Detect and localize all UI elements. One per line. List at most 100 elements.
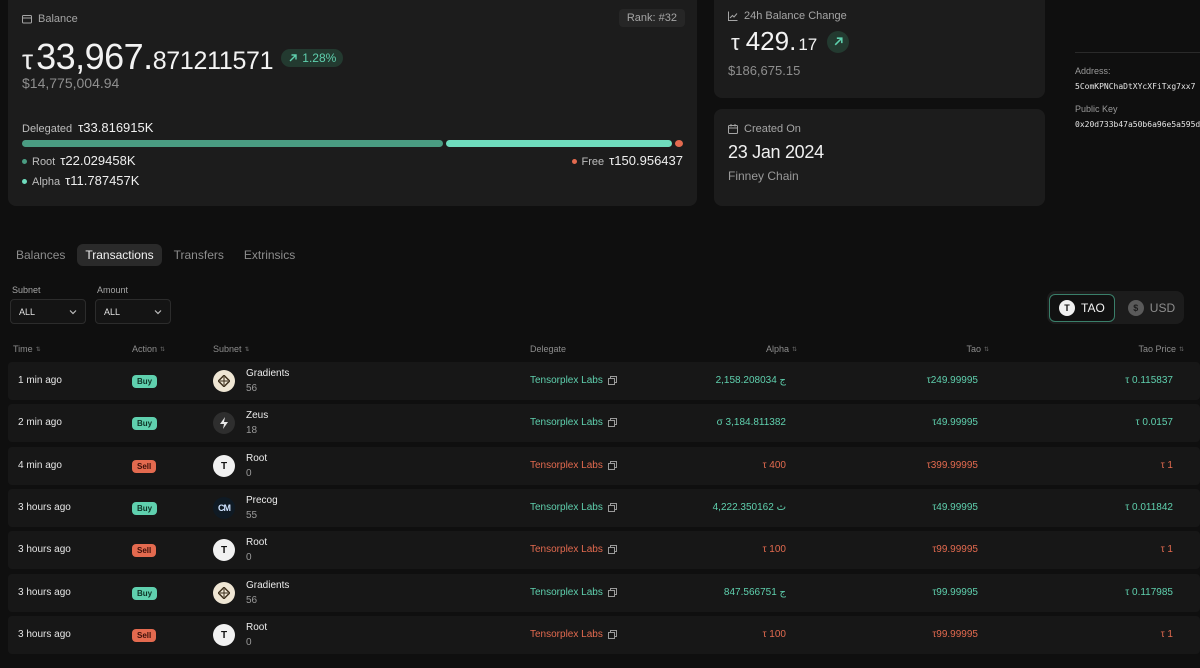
root-icon: T xyxy=(213,624,235,646)
delegate-name: Tensorplex Labs xyxy=(530,460,603,471)
header-subnet-label: Subnet xyxy=(213,344,242,354)
tao-amount: τ99.99995 xyxy=(932,587,978,598)
delegate-link[interactable]: Tensorplex Labs xyxy=(530,375,617,386)
delegate-link[interactable]: Tensorplex Labs xyxy=(530,460,617,471)
pubkey-value[interactable]: 0x20d733b47a50b6a96e5a595d xyxy=(1075,120,1200,129)
change-usd: $186,675.15 xyxy=(728,63,801,78)
time-cell: 3 hours ago xyxy=(18,502,71,513)
address-divider xyxy=(1075,52,1200,53)
header-subnet[interactable]: Subnet ⇅ xyxy=(213,344,250,354)
table-row[interactable]: 4 min ago Sell T Root 0 Tensorplex Labs τ 400 τ… xyxy=(8,447,1200,485)
subnet-netuid: 56 xyxy=(246,595,258,606)
tab-balances[interactable]: Balances xyxy=(16,248,66,262)
sort-icon: ⇅ xyxy=(1178,346,1184,353)
delegated-label: Delegated xyxy=(22,123,73,135)
tao-amount: τ249.99995 xyxy=(926,375,978,386)
table-row[interactable]: 3 hours ago Buy Gradients 56 Tensorplex Labs… xyxy=(8,574,1200,612)
subnet-name[interactable]: Root xyxy=(246,537,268,548)
created-date: 23 Jan 2024 xyxy=(728,142,824,162)
tao-price: τ 1 xyxy=(1160,544,1173,555)
copy-icon[interactable] xyxy=(607,376,617,385)
subnet-select[interactable]: ALL xyxy=(10,299,86,324)
created-label-text: Created On xyxy=(744,123,801,135)
table-row[interactable]: 3 hours ago Sell T Root 0 Tensorplex Labs τ 10… xyxy=(8,531,1200,569)
delegate-link[interactable]: Tensorplex Labs xyxy=(530,544,617,555)
sort-icon: ⇅ xyxy=(244,346,250,353)
created-label: Created On xyxy=(728,123,801,135)
sort-icon: ⇅ xyxy=(160,346,166,353)
address-value[interactable]: 5ComKPNChaDtXYcXFiTxg7xx7 xyxy=(1075,82,1196,91)
copy-icon[interactable] xyxy=(607,588,617,597)
delegate-link[interactable]: Tensorplex Labs xyxy=(530,502,617,513)
table-row[interactable]: 2 min ago Buy Zeus 18 Tensorplex Labs σ 3,184… xyxy=(8,404,1200,442)
delegate-link[interactable]: Tensorplex Labs xyxy=(530,587,617,598)
subnet-name[interactable]: Root xyxy=(246,622,268,633)
subnet-netuid: 56 xyxy=(246,383,258,394)
copy-icon[interactable] xyxy=(607,418,617,427)
pct-change-value: 1.28% xyxy=(302,51,337,65)
copy-icon[interactable] xyxy=(607,461,617,470)
table-row[interactable]: 3 hours ago Buy CM Precog 55 Tensorplex Labs ث… xyxy=(8,489,1200,527)
tab-extrinsics[interactable]: Extrinsics xyxy=(243,248,296,262)
table-row[interactable]: 3 hours ago Sell T Root 0 Tensorplex Labs τ 10… xyxy=(8,616,1200,654)
alpha-bar xyxy=(446,140,672,147)
currency-tao-button[interactable]: T TAO xyxy=(1049,293,1115,322)
copy-icon[interactable] xyxy=(607,630,617,639)
sort-icon: ⇅ xyxy=(983,346,989,353)
alpha-amount: ث 4,222.350162 xyxy=(712,502,786,513)
currency-usd-label: USD xyxy=(1149,300,1176,315)
copy-icon[interactable] xyxy=(607,503,617,512)
tab-transfers[interactable]: Transfers xyxy=(173,248,224,262)
subnet-netuid: 18 xyxy=(246,425,258,436)
header-tao-price[interactable]: Tao Price ⇅ xyxy=(1138,344,1184,354)
tao-amount: τ49.99995 xyxy=(932,502,978,513)
subnet-name[interactable]: Gradients xyxy=(246,580,290,591)
root-label: Root xyxy=(32,156,56,168)
subnet-name[interactable]: Precog xyxy=(246,495,278,506)
change-amount: τ 429. 17 xyxy=(731,26,850,57)
zeus-icon xyxy=(213,412,235,434)
balance-decimals: 871211571 xyxy=(152,47,274,75)
tao-coin-icon: T xyxy=(1059,299,1075,316)
balance-int: 33,967. xyxy=(36,36,153,77)
calendar-icon xyxy=(728,124,738,134)
header-tao-price-label: Tao Price xyxy=(1138,344,1176,354)
subnet-filter-label: Subnet xyxy=(12,285,41,295)
tao-price: τ 0.117985 xyxy=(1125,587,1173,598)
amount-select[interactable]: ALL xyxy=(95,299,171,324)
header-time[interactable]: Time ⇅ xyxy=(13,344,41,354)
delegate-name: Tensorplex Labs xyxy=(530,544,603,555)
amount-filter-label: Amount xyxy=(97,285,129,295)
delegate-link[interactable]: Tensorplex Labs xyxy=(530,417,617,428)
table-row[interactable]: 1 min ago Buy Gradients 56 Tensorplex Labs ج … xyxy=(8,362,1200,400)
delegate-link[interactable]: Tensorplex Labs xyxy=(530,629,617,640)
subnet-name[interactable]: Root xyxy=(246,453,268,464)
alpha-amount: τ 100 xyxy=(762,544,786,555)
header-action[interactable]: Action ⇅ xyxy=(132,344,165,354)
rank-badge: Rank: #32 xyxy=(618,9,685,27)
delegate-name: Tensorplex Labs xyxy=(530,417,603,428)
delegate-name: Tensorplex Labs xyxy=(530,629,603,640)
time-cell: 3 hours ago xyxy=(18,587,71,598)
header-alpha[interactable]: Alpha ⇅ xyxy=(766,344,797,354)
currency-usd-button[interactable]: $ USD xyxy=(1119,294,1184,322)
created-card: Created On 23 Jan 2024 Finney Chain xyxy=(714,109,1045,206)
root-icon: T xyxy=(213,455,235,477)
gradients-icon xyxy=(213,582,235,604)
tab-transactions[interactable]: Transactions xyxy=(77,244,162,266)
free-legend: Free τ150.956437 xyxy=(571,153,683,168)
root-legend: Root τ22.029458K xyxy=(22,153,136,168)
time-cell: 2 min ago xyxy=(18,417,62,428)
subnet-name[interactable]: Zeus xyxy=(246,410,269,421)
copy-icon[interactable] xyxy=(607,545,617,554)
header-action-label: Action xyxy=(132,344,158,354)
tao-price: τ 0.115837 xyxy=(1125,375,1173,386)
subnet-name[interactable]: Gradients xyxy=(246,368,290,379)
header-tao[interactable]: Tao ⇅ xyxy=(966,344,989,354)
alpha-amount: σ 3,184.811382 xyxy=(716,417,786,428)
subnet-netuid: 0 xyxy=(246,552,252,563)
root-value: τ22.029458K xyxy=(60,153,136,168)
tab-bar: Balances Transactions Transfers Extrinsi… xyxy=(8,244,303,266)
subnet-select-value: ALL xyxy=(19,306,36,317)
free-dot xyxy=(675,140,683,147)
